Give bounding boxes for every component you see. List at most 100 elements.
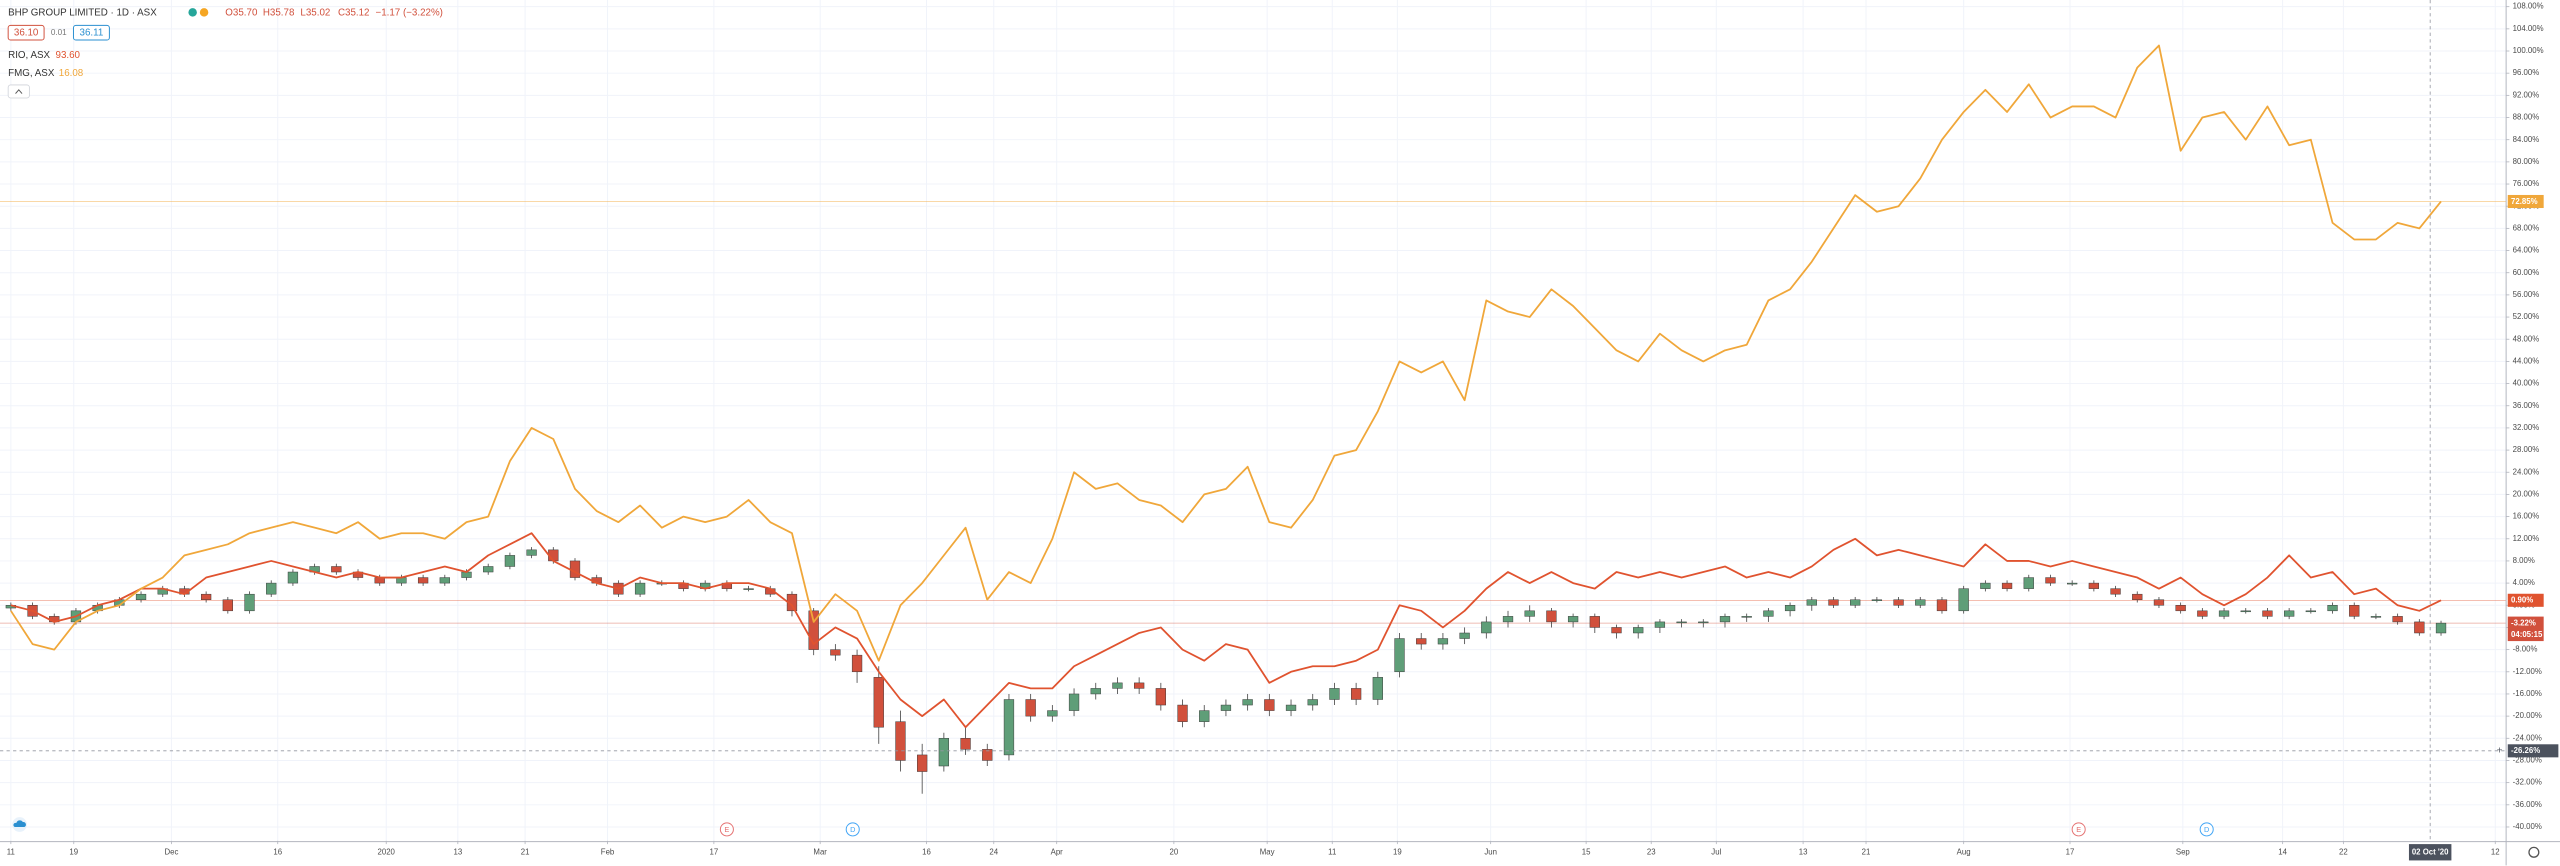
last-value-label: 0.90% (2511, 596, 2533, 605)
candle-body (1481, 621, 1492, 634)
candle-body (2067, 582, 2078, 585)
y-tick-label: -12.00% (2513, 667, 2542, 676)
candle-body (2349, 605, 2360, 617)
candle-body (2132, 593, 2143, 600)
compare-line (10, 44, 2442, 662)
candle-body (1437, 638, 1449, 645)
y-tick-label: 52.00% (2513, 312, 2540, 321)
y-tick-label: 56.00% (2513, 290, 2540, 299)
event-label[interactable]: E (2076, 825, 2081, 834)
settings-button[interactable] (2528, 846, 2540, 858)
cloud-icon[interactable] (13, 820, 26, 827)
x-tick-label: Jun (1484, 847, 1497, 856)
candle-body (331, 566, 342, 573)
y-tick-label: 88.00% (2513, 113, 2540, 122)
candle-body (851, 654, 863, 673)
event-marker[interactable] (845, 822, 860, 837)
candle-body (1958, 588, 1969, 612)
event-label[interactable]: D (850, 825, 855, 834)
bid-box[interactable] (7, 24, 45, 41)
candle-body (1134, 682, 1145, 689)
y-tick-label: -32.00% (2513, 778, 2542, 787)
x-tick-label: 24 (989, 847, 998, 856)
spread: 0.01 (51, 28, 67, 37)
candle-body (2435, 622, 2447, 634)
candle-body (1025, 699, 1036, 717)
candle-body (244, 593, 255, 612)
compare-price: 93.60 (56, 50, 81, 61)
ohlc-open: O35.70 (225, 8, 258, 19)
y-tick-label: 60.00% (2513, 268, 2540, 277)
ask-box[interactable] (72, 24, 110, 41)
collapse-button[interactable] (7, 84, 30, 99)
y-tick-label: 104.00% (2513, 24, 2544, 33)
y-tick-label: -36.00% (2513, 800, 2542, 809)
x-tick-label: 13 (453, 847, 462, 856)
y-tick-label: 16.00% (2513, 512, 2540, 521)
event-marker[interactable] (719, 822, 734, 837)
market-status (188, 8, 197, 17)
crosshair-y-label: -26.26% (2511, 746, 2540, 755)
candle-body (1307, 699, 1318, 706)
bid-price[interactable]: 36.10 (14, 28, 39, 39)
crosshair-y-box (2507, 744, 2559, 758)
x-tick-label: 2020 (378, 847, 396, 856)
candle-body (1090, 688, 1101, 695)
candle-body (222, 599, 233, 612)
candle-body (1068, 693, 1080, 711)
event-marker[interactable] (2071, 822, 2086, 837)
y-tick-label: 80.00% (2513, 157, 2540, 166)
axes: -40.00% -36.00% -32.00% -28.00% -24.00% -20.0… (7, 2, 2559, 861)
candle-body (1003, 699, 1015, 756)
candle-body (1285, 704, 1297, 711)
y-tick-label: 28.00% (2513, 445, 2540, 454)
x-tick-label: 13 (1799, 847, 1808, 856)
y-tick-label: 20.00% (2513, 489, 2540, 498)
candle-body (1654, 621, 1666, 628)
candle-body (2327, 605, 2338, 612)
candle-body (2001, 582, 2013, 589)
candle-body (1112, 682, 1123, 689)
candle-body (1611, 627, 1622, 634)
y-tick-label: 12.00% (2513, 534, 2540, 543)
candle-body (2370, 616, 2382, 618)
candle-body (2045, 577, 2056, 584)
compare-line (10, 532, 2442, 729)
event-marker[interactable] (2199, 822, 2214, 837)
last-value-label: 72.85% (2511, 197, 2538, 206)
bar-countdown: 04:05:15 (2511, 630, 2543, 639)
candle-body (1047, 710, 1058, 717)
y-tick-label: 40.00% (2513, 379, 2540, 388)
candle-body (1893, 599, 1904, 606)
ohlc-change: −1.17 (−3.22%) (376, 8, 443, 19)
x-tick-label: 21 (1862, 847, 1871, 856)
candle-body (1784, 605, 1796, 612)
candle-body (938, 738, 950, 767)
event-label[interactable]: D (2204, 825, 2209, 834)
y-tick-label: 8.00% (2513, 556, 2535, 565)
y-tick-label: 108.00% (2513, 2, 2544, 11)
y-tick-label: 32.00% (2513, 423, 2540, 432)
candle-body (1828, 599, 1839, 606)
candle-body (830, 649, 841, 656)
candle-body (1329, 688, 1340, 700)
candle-body (569, 560, 581, 578)
candle-body (917, 754, 928, 772)
candle-body (439, 577, 450, 584)
y-tick-label: -40.00% (2513, 822, 2542, 831)
candle-body (1936, 599, 1948, 612)
candle-body (504, 555, 516, 567)
collapse-icon[interactable] (15, 89, 23, 94)
y-tick-label: 100.00% (2513, 46, 2544, 55)
candle-body (1220, 704, 1232, 711)
candle-body (2392, 616, 2403, 623)
event-label[interactable]: E (724, 825, 729, 834)
candle-body (1806, 599, 1817, 606)
candle-body (1264, 699, 1275, 711)
delay-status (199, 8, 209, 17)
compare-name: FMG, ASX (8, 68, 55, 79)
plot-area: E D E D + (0, 0, 2507, 841)
candle-body (1763, 610, 1774, 617)
ask-price[interactable]: 36.11 (80, 28, 104, 39)
candle-body (1871, 599, 1883, 601)
